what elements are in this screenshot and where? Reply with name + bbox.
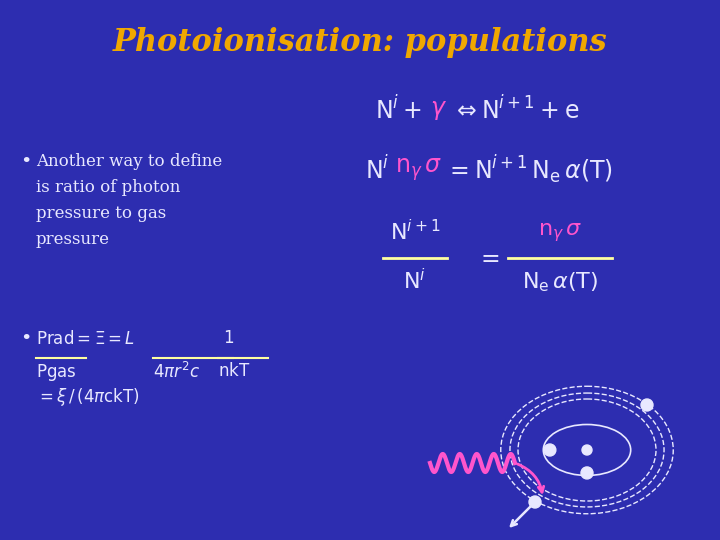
Text: $\mathrm{nkT}$: $\mathrm{nkT}$ xyxy=(218,362,251,380)
Text: $\mathrm{Prad} = \Xi = L$: $\mathrm{Prad} = \Xi = L$ xyxy=(36,330,135,348)
Text: $=$: $=$ xyxy=(476,246,500,269)
Circle shape xyxy=(582,445,592,455)
Text: $= \mathrm{N}^{i+1}\,\mathrm{N_e}\,\alpha(\mathrm{T})$: $= \mathrm{N}^{i+1}\,\mathrm{N_e}\,\alph… xyxy=(445,154,613,186)
Text: $= \xi\,/\,(4\pi\mathrm{ckT})$: $= \xi\,/\,(4\pi\mathrm{ckT})$ xyxy=(36,386,140,408)
Text: $\mathrm{n}_\gamma\,\sigma$: $\mathrm{n}_\gamma\,\sigma$ xyxy=(395,157,442,184)
Text: $\mathrm{N}^{i+1}$: $\mathrm{N}^{i+1}$ xyxy=(390,220,441,246)
Text: $\mathrm{N_e}\,\alpha(\mathrm{T})$: $\mathrm{N_e}\,\alpha(\mathrm{T})$ xyxy=(522,270,598,294)
Text: •: • xyxy=(20,330,32,348)
Text: $4\pi r^2 c$: $4\pi r^2 c$ xyxy=(153,362,200,382)
Text: $\mathrm{N}^i$: $\mathrm{N}^i$ xyxy=(365,156,390,184)
Text: $\mathrm{N}^i + $: $\mathrm{N}^i + $ xyxy=(375,96,422,124)
Text: •: • xyxy=(20,153,32,171)
Circle shape xyxy=(544,444,556,456)
Circle shape xyxy=(641,399,653,411)
Circle shape xyxy=(581,467,593,479)
Text: $\mathrm{N}^i$: $\mathrm{N}^i$ xyxy=(403,269,426,295)
Text: $\mathrm{n}_\gamma\,\sigma$: $\mathrm{n}_\gamma\,\sigma$ xyxy=(538,221,582,245)
Text: Another way to define
is ratio of photon
pressure to gas
pressure: Another way to define is ratio of photon… xyxy=(36,153,222,248)
Text: $\gamma$: $\gamma$ xyxy=(430,98,447,122)
Text: $\mathrm{Pgas}$: $\mathrm{Pgas}$ xyxy=(36,362,76,383)
Circle shape xyxy=(529,496,541,508)
Text: Photoionisation: populations: Photoionisation: populations xyxy=(113,26,607,57)
Text: $1$: $1$ xyxy=(223,330,234,347)
Text: $\Leftrightarrow \mathrm{N}^{i+1} + \mathrm{e}$: $\Leftrightarrow \mathrm{N}^{i+1} + \mat… xyxy=(452,96,580,124)
